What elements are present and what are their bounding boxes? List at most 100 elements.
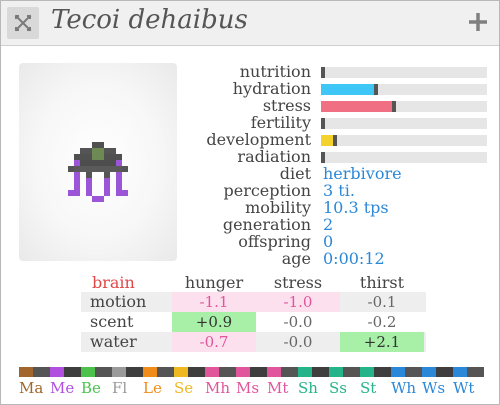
stat-bar-development xyxy=(321,135,487,146)
gene-spacer xyxy=(373,367,391,377)
gene-color-Ms xyxy=(235,367,250,377)
stat-bar-marker xyxy=(333,135,337,146)
stat-bar-nutrition xyxy=(321,67,487,78)
stat-bar-marker xyxy=(321,67,325,78)
gene-label-Sh: Sh xyxy=(298,379,318,397)
brain-cell: -1.0 xyxy=(256,292,340,312)
info-label-perception: perception xyxy=(223,181,311,200)
gene-color-Se xyxy=(173,367,188,377)
gene-label-Mt: Mt xyxy=(267,379,289,397)
creature-portrait xyxy=(19,63,177,261)
brain-cell: +0.9 xyxy=(172,312,256,332)
stat-label-stress: stress xyxy=(262,96,311,115)
brain-row-motion: motion xyxy=(90,292,147,311)
gene-spacer xyxy=(342,367,360,377)
gene-color-Mt xyxy=(266,367,281,377)
gene-color-Be xyxy=(80,367,95,377)
gene-spacer xyxy=(187,367,205,377)
gene-color-Fl xyxy=(111,367,126,377)
info-value-generation: 2 xyxy=(323,215,334,234)
stat-bar-stress xyxy=(321,101,487,112)
info-label-age: age xyxy=(281,249,311,268)
brain-header: brain xyxy=(92,273,135,292)
gene-label-Ss: Ss xyxy=(329,379,347,397)
stat-bar-hydration xyxy=(321,84,487,95)
info-label-diet: diet xyxy=(279,164,311,183)
gene-color-Ma xyxy=(19,367,33,377)
gene-label-Mh: Mh xyxy=(205,379,231,397)
info-value-diet: herbivore xyxy=(323,164,402,183)
close-x-icon xyxy=(14,14,32,32)
brain-cell: +2.1 xyxy=(340,332,424,352)
gene-label-Ms: Ms xyxy=(236,379,260,397)
gene-color-Sh xyxy=(297,367,312,377)
gene-spacer xyxy=(249,367,267,377)
stat-bar-fill xyxy=(321,135,333,146)
stat-label-radiation: radiation xyxy=(237,147,311,166)
gene-color-Mh xyxy=(204,367,219,377)
gene-spacer xyxy=(125,367,143,377)
gene-spacer xyxy=(404,367,422,377)
gene-label-St: St xyxy=(360,379,377,397)
stat-bar-radiation xyxy=(321,152,487,163)
stat-label-nutrition: nutrition xyxy=(239,62,311,81)
gene-spacer xyxy=(466,367,484,377)
stat-bar-marker xyxy=(374,84,378,95)
info-value-offspring: 0 xyxy=(323,232,334,251)
gene-spacer xyxy=(311,367,329,377)
stat-bar-fill xyxy=(321,84,374,95)
plus-icon xyxy=(469,13,487,31)
gene-spacer xyxy=(218,367,236,377)
gene-spacer xyxy=(63,367,81,377)
stat-label-development: development xyxy=(206,130,311,149)
info-label-offspring: offspring xyxy=(238,232,311,251)
gene-spacer xyxy=(94,367,112,377)
info-label-mobility: mobility xyxy=(245,198,311,217)
gene-strip xyxy=(19,367,484,377)
stat-bar-marker xyxy=(392,101,396,112)
close-button[interactable] xyxy=(7,7,39,39)
expand-button[interactable] xyxy=(465,9,491,35)
gene-color-Le xyxy=(142,367,157,377)
stat-bar-marker xyxy=(321,152,325,163)
brain-cell: -0.0 xyxy=(283,333,313,351)
brain-row-scent: scent xyxy=(90,312,134,331)
brain-cell: -0.0 xyxy=(283,313,313,331)
gene-color-St xyxy=(359,367,374,377)
gene-label-Me: Me xyxy=(50,379,75,397)
gene-spacer xyxy=(32,367,50,377)
brain-row-water: water xyxy=(90,332,137,351)
info-value-age: 0:00:12 xyxy=(323,249,385,268)
gene-label-Ws: Ws xyxy=(422,379,446,397)
brain-cell: -1.1 xyxy=(172,292,256,312)
stat-bar-marker xyxy=(321,118,325,129)
gene-label-Ma: Ma xyxy=(19,379,44,397)
stat-label-hydration: hydration xyxy=(232,79,311,98)
info-label-generation: generation xyxy=(222,215,311,234)
gene-color-Wh xyxy=(390,367,405,377)
brain-cell: -0.2 xyxy=(367,313,397,331)
info-value-mobility: 10.3 tps xyxy=(323,198,389,217)
stat-bar-fill xyxy=(321,101,392,112)
stat-bar-fertility xyxy=(321,118,487,129)
brain-cell: -0.1 xyxy=(367,293,397,311)
gene-label-Le: Le xyxy=(143,379,162,397)
gene-label-Fl: Fl xyxy=(112,379,128,397)
gene-label-Wh: Wh xyxy=(391,379,417,397)
gene-color-Ws xyxy=(421,367,436,377)
gene-spacer xyxy=(156,367,174,377)
gene-label-Be: Be xyxy=(81,379,101,397)
creature-sprite-icon xyxy=(68,142,128,202)
gene-label-Wt: Wt xyxy=(453,379,475,397)
title-bar: Tecoi dehaibus xyxy=(1,1,499,46)
brain-cell: -0.7 xyxy=(172,332,256,352)
brain-column-stress: stress xyxy=(273,273,323,292)
brain-column-hunger: hunger xyxy=(184,273,244,292)
gene-color-Me xyxy=(49,367,64,377)
gene-color-Ss xyxy=(328,367,343,377)
info-value-perception: 3 ti. xyxy=(323,181,355,200)
gene-label-Se: Se xyxy=(174,379,194,397)
brain-column-thirst: thirst xyxy=(359,273,405,292)
gene-spacer xyxy=(280,367,298,377)
